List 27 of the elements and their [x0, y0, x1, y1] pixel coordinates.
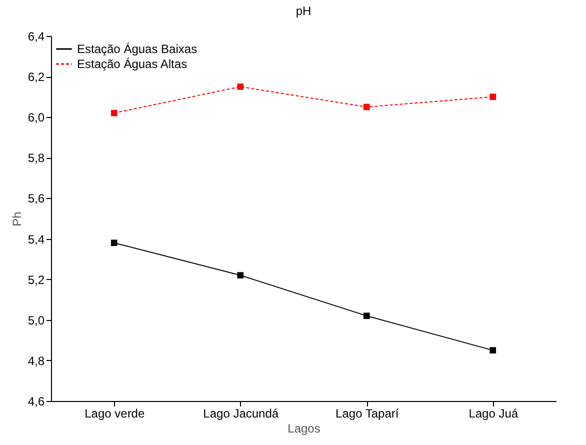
y-tick-label: 6,0: [28, 110, 45, 125]
y-tick-label: 5,0: [28, 313, 45, 328]
point: [237, 84, 244, 90]
y-tick-label: 6,2: [28, 70, 45, 84]
x-tick-label: Lago Jacundá: [203, 406, 279, 420]
point: [110, 240, 118, 246]
y-tick-label: 4,6: [28, 394, 45, 408]
point: [363, 104, 370, 110]
y-tick-label: 5,4: [28, 232, 45, 246]
x-tick-label: Lago Taparí: [336, 406, 400, 420]
x-tick-label: Lago verde: [84, 406, 145, 420]
legend-label: Estação Águas Baixas: [77, 42, 198, 56]
chart-title: pH: [296, 4, 312, 18]
y-tick-label: 5,8: [28, 151, 45, 166]
point: [363, 312, 370, 319]
y-axis-title: Ph: [10, 212, 24, 226]
legend-label: Estação Águas Altas: [77, 57, 188, 71]
point: [237, 272, 244, 278]
x-axis-title: Lagos: [288, 422, 320, 436]
y-tick-label: 5,2: [28, 272, 45, 287]
point: [110, 110, 118, 116]
x-tick-label: Lago Juá: [468, 406, 518, 420]
point: [490, 347, 496, 354]
point: [490, 94, 496, 100]
y-tick-label: 6,4: [28, 30, 45, 44]
y-tick-label: 5,6: [28, 192, 45, 206]
y-tick-label: 4,8: [28, 354, 45, 368]
